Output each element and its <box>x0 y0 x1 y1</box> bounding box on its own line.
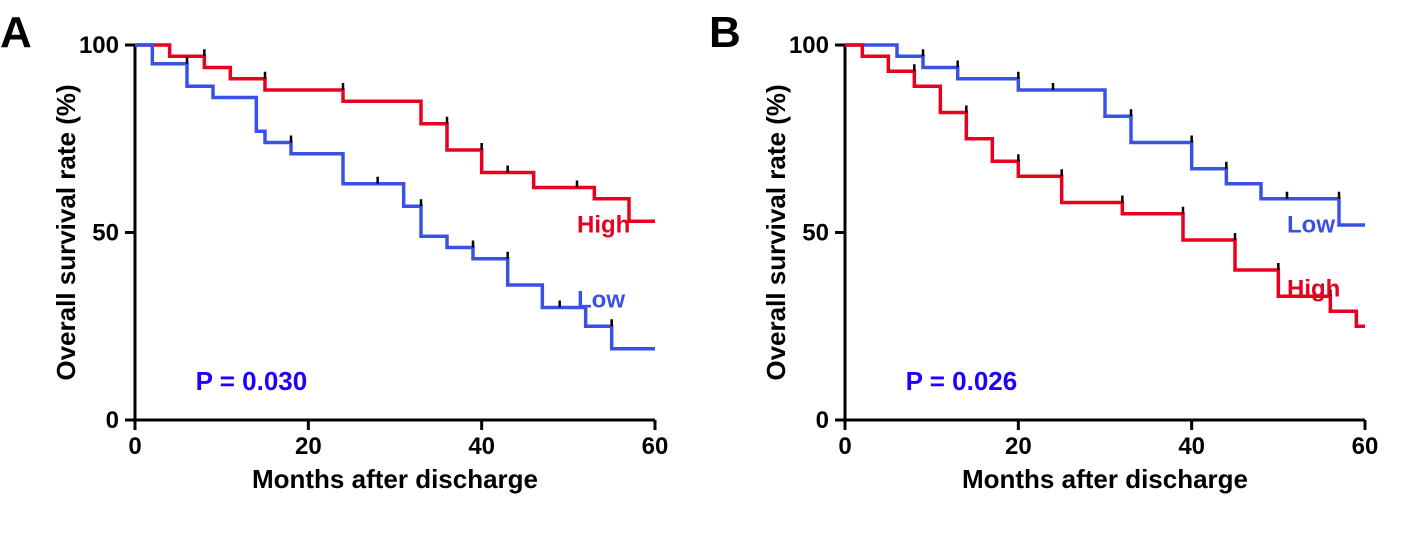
ytick-label: 50 <box>92 220 119 247</box>
ytick-label: 50 <box>802 220 829 247</box>
y-axis-title: Overall survival rate (%) <box>51 84 81 380</box>
panel-a: A 0204060050100Months after dischargeOve… <box>0 0 709 539</box>
xtick-label: 20 <box>295 433 322 460</box>
x-axis-title: Months after discharge <box>962 464 1248 494</box>
xtick-label: 0 <box>838 433 851 460</box>
ytick-label: 100 <box>79 32 119 59</box>
ytick-label: 0 <box>816 407 829 434</box>
panel-b-svg: 0 20 40 60 0 50 100 Months after discharge Overa… <box>709 0 1418 539</box>
legend-label-high: High <box>577 212 630 239</box>
xtick-label: 40 <box>1178 433 1205 460</box>
figure: A 0204060050100Months after dischargeOve… <box>0 0 1418 539</box>
p-value-text: P = 0.030 <box>196 366 308 396</box>
xtick-label: 40 <box>468 433 495 460</box>
xtick-label: 60 <box>642 433 669 460</box>
xtick-label: 20 <box>1005 433 1032 460</box>
y-axis-title: Overall survival rate (%) <box>761 84 791 380</box>
x-axis-title: Months after discharge <box>252 464 538 494</box>
legend-label-high: High <box>1287 275 1340 302</box>
series-line-high <box>135 45 655 221</box>
xtick-label: 60 <box>1352 433 1379 460</box>
ytick-label: 0 <box>106 407 119 434</box>
ytick-label: 100 <box>789 32 829 59</box>
panel-a-svg: 0 20 40 60 0 50 100 Months after discharge Overa… <box>0 0 709 539</box>
p-value-text: P = 0.026 <box>906 366 1018 396</box>
xtick-label: 0 <box>128 433 141 460</box>
panel-b: B 0204060050100Months after dischargeOve… <box>709 0 1418 539</box>
legend-label-low: Low <box>577 287 625 314</box>
legend-label-low: Low <box>1287 212 1335 239</box>
